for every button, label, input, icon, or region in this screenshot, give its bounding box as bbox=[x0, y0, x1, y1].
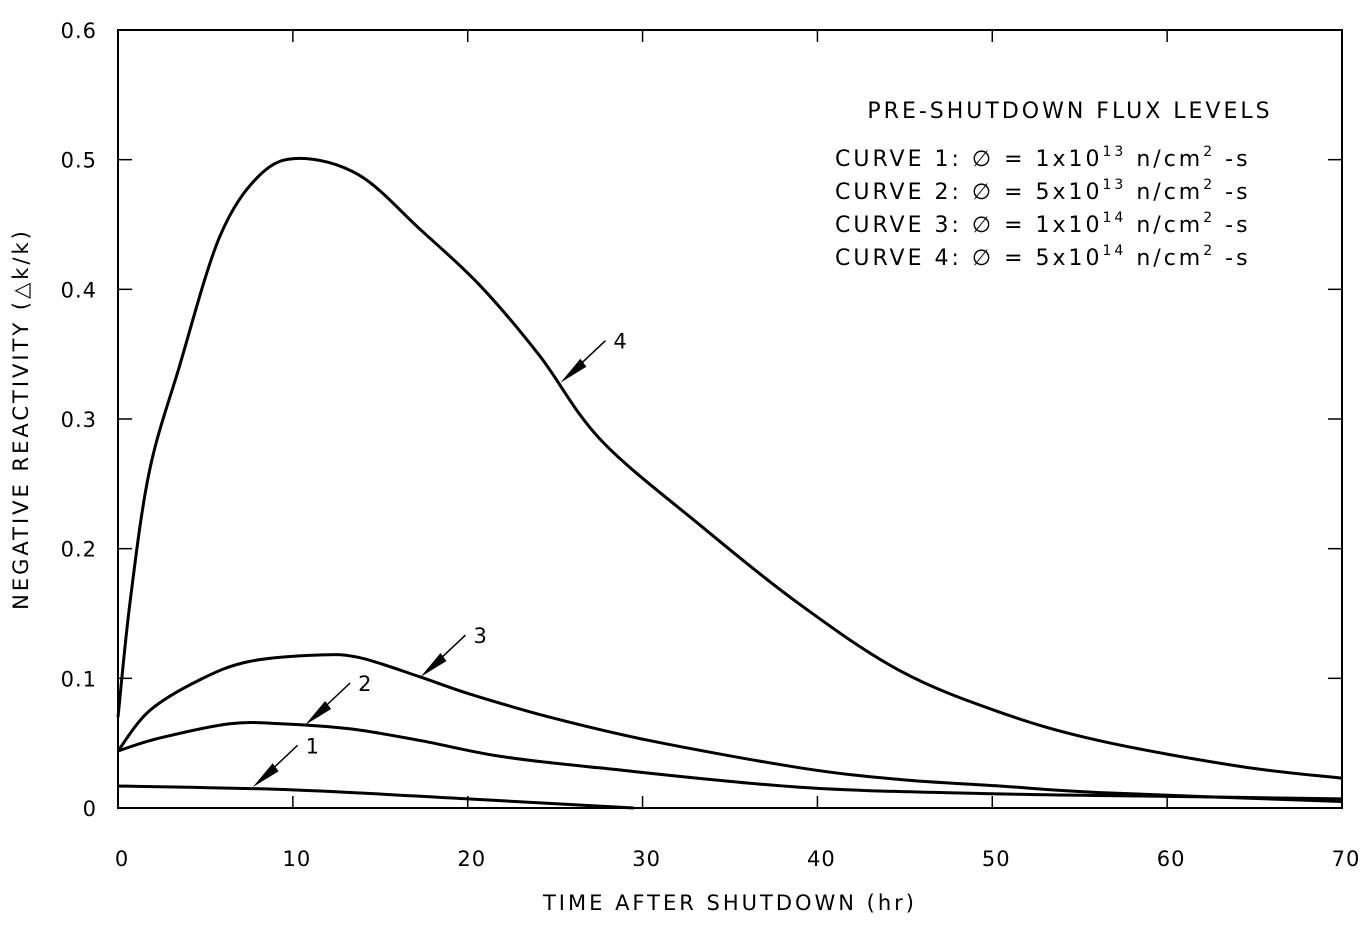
arrowhead-4 bbox=[560, 358, 587, 383]
legend-entry: CURVE 4: ∅ = 5x1014 n/cm2 -s bbox=[835, 243, 1251, 271]
curve-4 bbox=[116, 156, 1343, 780]
arrowhead-2 bbox=[305, 701, 332, 726]
curve-label-4: 4 bbox=[613, 330, 627, 354]
curve-2 bbox=[117, 720, 1343, 801]
curve-label-1: 1 bbox=[306, 734, 320, 758]
y-tick-label: 0.4 bbox=[61, 278, 97, 302]
y-tick-label: 0.1 bbox=[61, 667, 97, 691]
legend-title: PRE-SHUTDOWN FLUX LEVELS bbox=[867, 99, 1272, 124]
x-tick-label: 30 bbox=[632, 847, 661, 871]
x-tick-label: 0 bbox=[115, 847, 129, 871]
x-tick-label: 40 bbox=[807, 847, 836, 871]
x-tick-label: 10 bbox=[282, 847, 311, 871]
y-axis-label: NEGATIVE REACTIVITY (△k/k) bbox=[9, 228, 33, 610]
curve-label-3: 3 bbox=[474, 624, 488, 648]
curve-1 bbox=[117, 784, 634, 810]
x-tick-label: 50 bbox=[982, 847, 1011, 871]
legend-entry: CURVE 1: ∅ = 1x1013 n/cm2 -s bbox=[835, 144, 1251, 172]
curve-3 bbox=[116, 653, 1343, 804]
x-tick-label: 20 bbox=[457, 847, 486, 871]
legend: PRE-SHUTDOWN FLUX LEVELS CURVE 1: ∅ = 1x… bbox=[835, 99, 1272, 271]
arrowhead-3 bbox=[420, 653, 447, 678]
arrowhead-1 bbox=[252, 763, 279, 788]
y-tick-label: 0.2 bbox=[61, 538, 97, 562]
curve-label-2: 2 bbox=[358, 672, 372, 696]
x-axis-label: TIME AFTER SHUTDOWN (hr) bbox=[542, 891, 917, 915]
y-tick-label: 0.5 bbox=[61, 149, 97, 173]
y-tick-label: 0.3 bbox=[61, 408, 97, 432]
y-tick-label: 0.6 bbox=[61, 19, 97, 43]
y-tick-label: 0 bbox=[83, 797, 97, 821]
x-tick-label: 70 bbox=[1332, 847, 1361, 871]
legend-entry: CURVE 3: ∅ = 1x1014 n/cm2 -s bbox=[835, 210, 1251, 238]
x-tick-label: 60 bbox=[1157, 847, 1186, 871]
legend-entry: CURVE 2: ∅ = 5x1013 n/cm2 -s bbox=[835, 177, 1251, 205]
